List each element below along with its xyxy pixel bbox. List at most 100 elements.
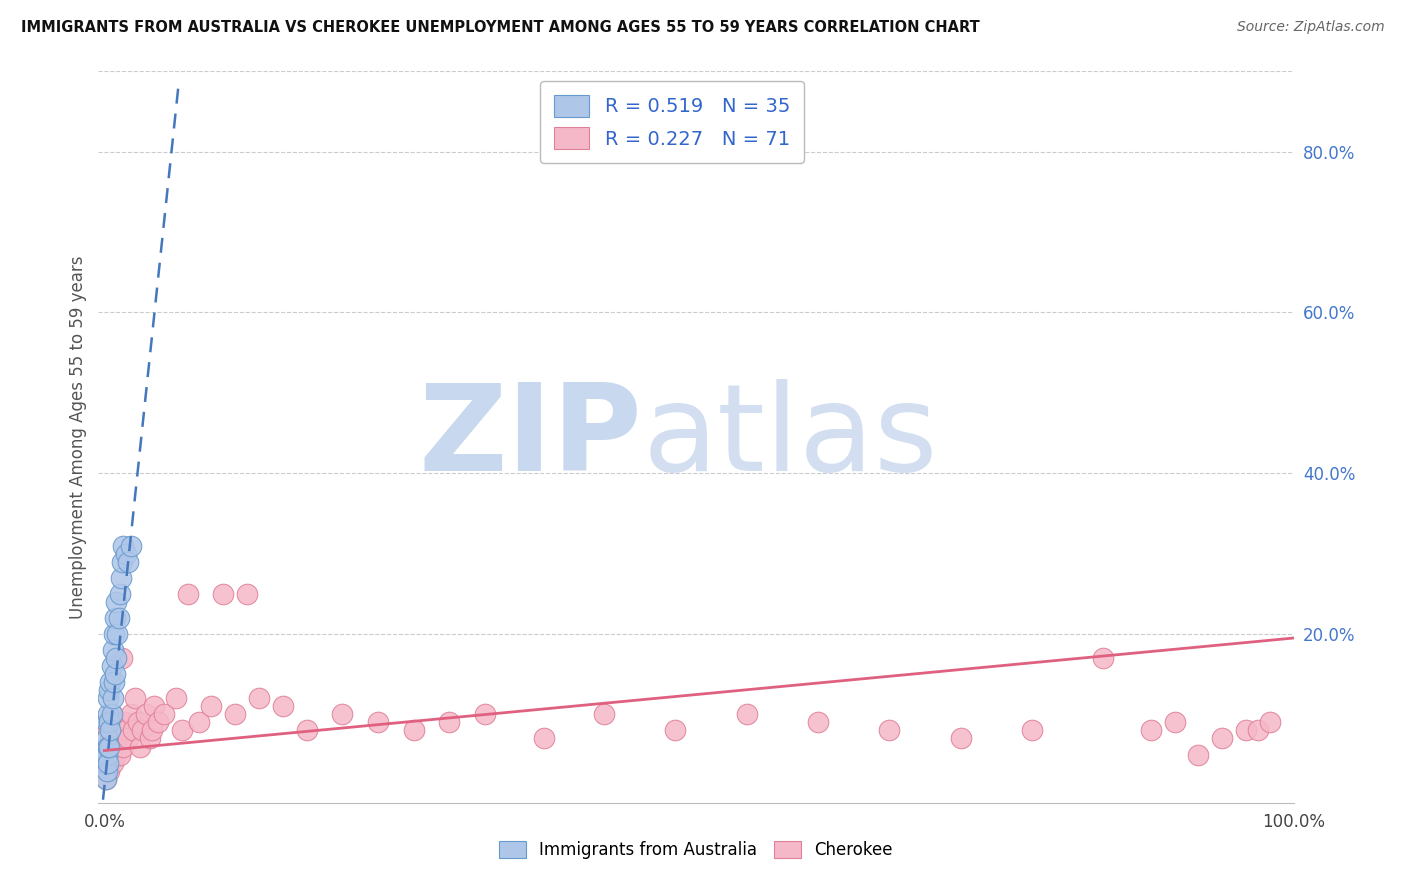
Point <box>735 707 758 722</box>
Point <box>439 715 461 730</box>
Point <box>108 587 131 601</box>
Point <box>96 731 118 746</box>
Point <box>100 659 122 673</box>
Point <box>101 731 124 746</box>
Point <box>108 747 131 762</box>
Point <box>367 715 389 730</box>
Point <box>1211 731 1233 746</box>
Point <box>96 747 118 762</box>
Point <box>122 723 145 738</box>
Point <box>143 699 166 714</box>
Point <box>1234 723 1257 738</box>
Point <box>97 691 120 706</box>
Point <box>97 756 120 770</box>
Point <box>153 707 176 722</box>
Point <box>97 756 120 770</box>
Point <box>112 739 135 754</box>
Point <box>96 715 118 730</box>
Point <box>94 756 117 770</box>
Point <box>141 723 163 738</box>
Point <box>107 611 129 625</box>
Point <box>330 707 353 722</box>
Y-axis label: Unemployment Among Ages 55 to 59 years: Unemployment Among Ages 55 to 59 years <box>69 255 87 619</box>
Point <box>98 723 121 738</box>
Point <box>100 747 122 762</box>
Point <box>100 707 122 722</box>
Point <box>101 643 124 657</box>
Point <box>98 756 121 770</box>
Point <box>101 756 124 770</box>
Point <box>94 772 117 786</box>
Point <box>103 675 125 690</box>
Point <box>949 731 972 746</box>
Point <box>104 667 127 681</box>
Point <box>236 587 259 601</box>
Point <box>212 587 235 601</box>
Point <box>200 699 222 714</box>
Point <box>100 707 122 722</box>
Point <box>131 723 153 738</box>
Point <box>94 747 117 762</box>
Point <box>295 723 318 738</box>
Point <box>114 723 136 738</box>
Point <box>97 739 120 754</box>
Point <box>97 707 120 722</box>
Point <box>112 539 135 553</box>
Point <box>105 723 128 738</box>
Point <box>96 739 118 754</box>
Point <box>98 739 121 754</box>
Point <box>117 555 139 569</box>
Point <box>129 739 152 754</box>
Point <box>146 715 169 730</box>
Point <box>111 651 134 665</box>
Text: Source: ZipAtlas.com: Source: ZipAtlas.com <box>1237 20 1385 34</box>
Point <box>138 731 160 746</box>
Point <box>807 715 830 730</box>
Point <box>98 675 121 690</box>
Point <box>271 699 294 714</box>
Point <box>107 731 129 746</box>
Point <box>1140 723 1163 738</box>
Point <box>124 691 146 706</box>
Legend: Immigrants from Australia, Cherokee: Immigrants from Australia, Cherokee <box>491 833 901 868</box>
Point <box>120 539 142 553</box>
Point <box>170 723 193 738</box>
Point <box>98 683 121 698</box>
Point <box>1163 715 1185 730</box>
Point <box>664 723 686 738</box>
Text: IMMIGRANTS FROM AUSTRALIA VS CHEROKEE UNEMPLOYMENT AMONG AGES 55 TO 59 YEARS COR: IMMIGRANTS FROM AUSTRALIA VS CHEROKEE UN… <box>21 20 980 35</box>
Point <box>114 547 136 561</box>
Point <box>110 723 132 738</box>
Point <box>94 739 117 754</box>
Point <box>107 627 129 641</box>
Point <box>176 587 198 601</box>
Point <box>103 627 125 641</box>
Point <box>98 731 121 746</box>
Point <box>98 747 121 762</box>
Point <box>107 739 129 754</box>
Point <box>105 747 128 762</box>
Point <box>105 651 128 665</box>
Text: atlas: atlas <box>643 378 938 496</box>
Point <box>104 611 127 625</box>
Point <box>474 707 496 722</box>
Point <box>1247 723 1270 738</box>
Point <box>114 715 136 730</box>
Point <box>224 707 246 722</box>
Point <box>135 707 157 722</box>
Point <box>101 691 124 706</box>
Point <box>247 691 270 706</box>
Point <box>105 595 128 609</box>
Point <box>103 715 125 730</box>
Point <box>877 723 900 738</box>
Point <box>98 764 121 778</box>
Point <box>117 731 139 746</box>
Point <box>533 731 555 746</box>
Point <box>188 715 211 730</box>
Point <box>1258 715 1281 730</box>
Point <box>104 739 127 754</box>
Point <box>592 707 614 722</box>
Point <box>110 571 132 585</box>
Point <box>94 772 117 786</box>
Point <box>98 715 121 730</box>
